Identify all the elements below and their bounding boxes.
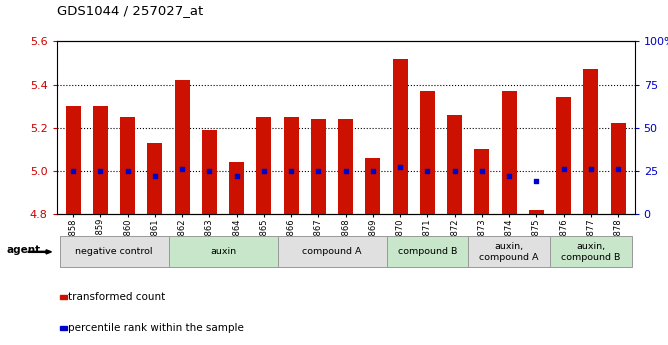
Point [395, 165, 405, 170]
Bar [148, 143, 162, 214]
Text: agent: agent [7, 245, 41, 255]
Bar [284, 117, 299, 214]
Text: compound A: compound A [303, 247, 362, 256]
Point [504, 173, 514, 179]
Bar [65, 106, 81, 214]
Text: compound B: compound B [397, 247, 457, 256]
Point [477, 168, 488, 174]
Bar [120, 117, 135, 214]
Bar [277, 236, 387, 267]
Point [177, 166, 188, 172]
Text: auxin,
compound A: auxin, compound A [480, 242, 539, 262]
Bar [257, 117, 271, 214]
Bar [447, 115, 462, 214]
Bar [502, 91, 517, 214]
Point [450, 168, 460, 174]
Point [531, 178, 542, 184]
Bar [338, 119, 353, 214]
Point [231, 173, 242, 179]
Bar [202, 130, 217, 214]
Point [367, 168, 378, 174]
Bar [174, 80, 190, 214]
Point [422, 168, 433, 174]
Bar [468, 236, 550, 267]
Bar [311, 119, 326, 214]
Point [286, 168, 297, 174]
Point [95, 168, 106, 174]
Bar [611, 123, 626, 214]
Bar [550, 236, 632, 267]
Bar [529, 209, 544, 214]
Text: auxin,
compound B: auxin, compound B [561, 242, 621, 262]
Bar [59, 236, 168, 267]
Bar [556, 97, 571, 214]
Point [313, 168, 324, 174]
Point [341, 168, 351, 174]
Bar [229, 162, 244, 214]
Point [122, 168, 133, 174]
Text: auxin: auxin [210, 247, 236, 256]
Bar [387, 236, 468, 267]
Bar [393, 59, 407, 214]
Point [150, 173, 160, 179]
Point [613, 166, 624, 172]
Text: transformed count: transformed count [68, 292, 166, 302]
Point [586, 166, 597, 172]
Point [259, 168, 269, 174]
Bar [93, 106, 108, 214]
Bar [474, 149, 490, 214]
Point [204, 168, 214, 174]
Text: negative control: negative control [75, 247, 153, 256]
Text: GDS1044 / 257027_at: GDS1044 / 257027_at [57, 4, 203, 17]
Bar [420, 91, 435, 214]
Point [67, 168, 78, 174]
Text: percentile rank within the sample: percentile rank within the sample [68, 323, 244, 333]
Bar [168, 236, 277, 267]
Bar [583, 69, 599, 214]
Point [558, 166, 569, 172]
Bar [365, 158, 381, 214]
